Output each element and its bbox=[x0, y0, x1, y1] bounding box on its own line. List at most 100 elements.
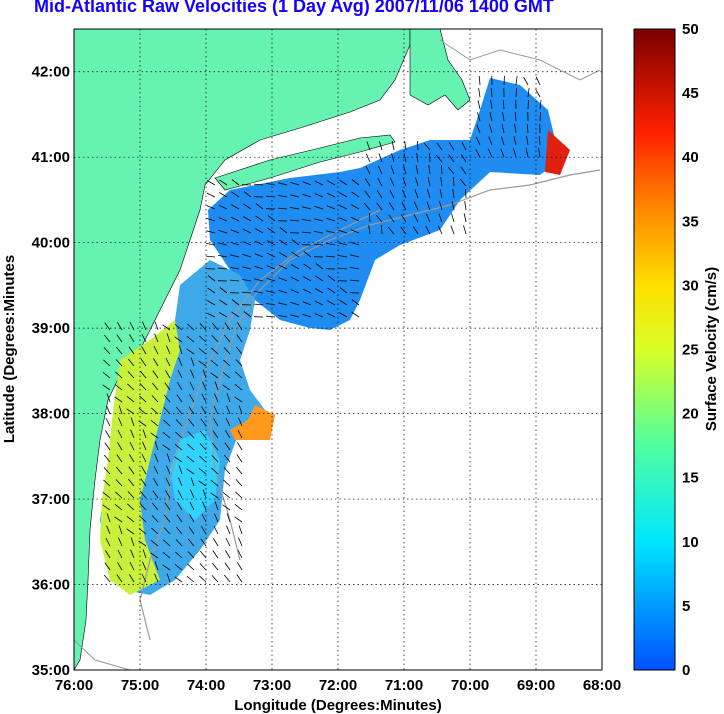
velocity-arrow bbox=[400, 214, 407, 223]
velocity-arrow bbox=[174, 576, 183, 583]
velocity-arrow bbox=[490, 87, 493, 98]
velocity-arrow bbox=[376, 190, 383, 199]
velocity-arrow bbox=[290, 301, 300, 306]
velocity-arrow bbox=[114, 503, 123, 511]
velocity-arrow bbox=[177, 369, 183, 379]
velocity-arrow bbox=[279, 252, 288, 258]
velocity-arrow bbox=[291, 251, 300, 258]
velocity-arrow bbox=[475, 148, 481, 158]
velocity-arrow bbox=[102, 504, 111, 511]
velocity-arrow bbox=[150, 552, 159, 559]
velocity-arrow bbox=[174, 563, 183, 571]
velocity-arrow bbox=[339, 299, 348, 306]
velocity-arrow bbox=[413, 213, 419, 223]
velocity-arrow bbox=[116, 334, 123, 343]
velocity-arrow bbox=[488, 136, 493, 146]
velocity-arrow bbox=[314, 180, 324, 186]
velocity-arrow bbox=[114, 516, 123, 523]
velocity-arrow bbox=[218, 204, 228, 210]
velocity-arrow bbox=[378, 153, 383, 163]
velocity-arrow bbox=[154, 561, 159, 571]
velocity-arrow bbox=[126, 408, 135, 415]
velocity-arrow bbox=[238, 417, 243, 427]
velocity-arrow bbox=[364, 178, 371, 187]
velocity-arrow bbox=[513, 136, 517, 146]
velocity-arrow bbox=[439, 189, 443, 199]
velocity-arrow bbox=[128, 466, 135, 475]
velocity-arrow bbox=[222, 504, 231, 511]
velocity-arrow bbox=[219, 192, 228, 198]
velocity-arrow bbox=[503, 75, 505, 86]
velocity-arrow bbox=[435, 154, 443, 163]
velocity-arrow bbox=[438, 213, 443, 223]
velocity-arrow bbox=[515, 87, 517, 98]
velocity-arrow bbox=[389, 189, 395, 199]
velocity-arrow bbox=[527, 88, 530, 98]
velocity-arrow bbox=[226, 393, 231, 403]
velocity-arrow bbox=[279, 239, 288, 246]
velocity-arrow bbox=[327, 180, 336, 186]
velocity-arrow bbox=[350, 254, 360, 258]
velocity-arrow bbox=[222, 491, 231, 499]
velocity-arrow bbox=[237, 442, 243, 451]
velocity-arrow bbox=[152, 490, 159, 499]
velocity-arrow bbox=[290, 289, 300, 294]
velocity-arrow bbox=[223, 359, 231, 367]
velocity-arrow bbox=[326, 312, 336, 318]
velocity-arrow bbox=[187, 431, 195, 439]
velocity-arrow bbox=[339, 192, 348, 198]
velocity-arrow bbox=[502, 99, 505, 110]
cape-cod bbox=[409, 29, 471, 111]
velocity-arrow bbox=[138, 540, 147, 547]
velocity-arrow bbox=[127, 503, 135, 511]
velocity-arrow bbox=[103, 454, 111, 463]
velocity-arrow bbox=[500, 148, 505, 158]
velocity-arrow bbox=[151, 395, 159, 403]
velocity-arrow bbox=[302, 288, 312, 294]
velocity-arrow bbox=[379, 141, 383, 151]
velocity-arrow bbox=[363, 202, 371, 211]
velocity-arrow bbox=[238, 525, 243, 535]
velocity-arrow bbox=[278, 302, 288, 306]
velocity-arrow bbox=[103, 467, 111, 475]
velocity-arrow bbox=[118, 525, 123, 535]
velocity-arrow bbox=[302, 181, 312, 186]
velocity-arrow bbox=[539, 100, 542, 110]
velocity-arrow bbox=[117, 429, 123, 439]
velocity-arrow bbox=[365, 165, 371, 175]
velocity-arrow bbox=[237, 429, 243, 439]
velocity-arrow bbox=[278, 277, 288, 282]
x-axis-ticks: 76:00 75:00 74:00 73:00 72:00 71:00 70:00 69:00… bbox=[55, 677, 621, 694]
colorbar-tick-label: 50 bbox=[682, 21, 699, 38]
x-tick-label: 70:00 bbox=[451, 677, 489, 694]
velocity-arrow bbox=[189, 381, 195, 391]
colorbar-tick-label: 15 bbox=[682, 470, 699, 487]
velocity-arrow bbox=[214, 501, 219, 511]
velocity-arrow bbox=[162, 564, 171, 571]
velocity-arrow bbox=[478, 88, 481, 98]
velocity-arrow bbox=[154, 321, 159, 331]
velocity-arrow bbox=[188, 406, 195, 415]
velocity-arrow bbox=[315, 263, 324, 270]
velocity-arrow bbox=[139, 370, 147, 379]
velocity-arrow bbox=[402, 177, 407, 187]
velocity-arrow bbox=[266, 265, 276, 270]
velocity-arrow bbox=[314, 231, 324, 234]
velocity-arrow bbox=[222, 384, 231, 391]
velocity-arrow bbox=[129, 321, 135, 331]
velocity-arrow bbox=[351, 311, 360, 318]
chart-title: Mid-Atlantic Raw Velocities (1 Day Avg) … bbox=[34, 0, 554, 16]
velocity-arrow bbox=[166, 333, 171, 343]
velocity-arrow bbox=[151, 527, 159, 535]
velocity-arrow bbox=[163, 539, 171, 547]
velocity-arrow bbox=[211, 322, 219, 331]
velocity-arrow bbox=[103, 334, 111, 343]
velocity-arrow bbox=[151, 407, 159, 415]
velocity-arrow bbox=[243, 311, 252, 318]
velocity-arrow bbox=[441, 164, 443, 175]
velocity-arrow bbox=[206, 205, 216, 210]
velocity-arrow bbox=[198, 480, 207, 487]
velocity-arrow bbox=[118, 537, 123, 547]
velocity-arrow bbox=[339, 179, 348, 186]
velocity-arrow bbox=[236, 454, 243, 463]
